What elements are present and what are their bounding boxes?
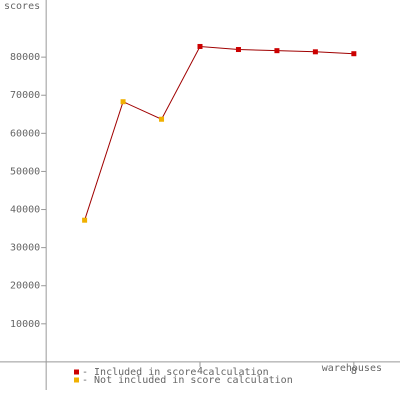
- y-tick-label: 80000: [10, 52, 40, 63]
- x-tick-label: 4: [197, 366, 203, 377]
- y-tick-label: 30000: [10, 243, 40, 254]
- data-point: [120, 99, 126, 105]
- data-point: [312, 49, 318, 55]
- y-tick-label: 60000: [10, 128, 40, 139]
- y-axis-label: scores: [4, 1, 40, 12]
- data-point: [159, 116, 165, 122]
- data-point: [351, 51, 357, 57]
- y-tick-label: 50000: [10, 166, 40, 177]
- y-tick-label: 40000: [10, 205, 40, 216]
- legend-swatch: [74, 369, 79, 375]
- data-point: [235, 47, 241, 53]
- y-tick-label: 10000: [10, 319, 40, 330]
- x-tick-label: 8: [351, 366, 357, 377]
- legend-label: - Not included in score calculation: [82, 375, 293, 386]
- data-point: [274, 48, 280, 54]
- data-point: [82, 217, 88, 223]
- data-point: [197, 43, 203, 49]
- y-tick-label: 20000: [10, 281, 40, 292]
- x-axis-label: warehouses: [322, 363, 382, 374]
- data-line: [84, 45, 354, 221]
- y-tick-label: 70000: [10, 90, 40, 101]
- legend-label: - Included in score calculation: [82, 367, 269, 378]
- legend-swatch: [74, 377, 79, 383]
